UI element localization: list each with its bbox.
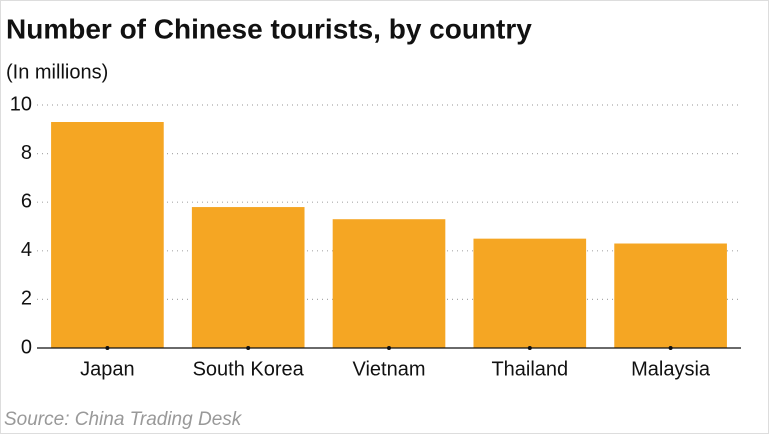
chart-subtitle: (In millions) xyxy=(6,61,108,83)
x-tick-label: Vietnam xyxy=(352,358,425,380)
bar xyxy=(614,243,727,348)
y-tick-label: 10 xyxy=(10,93,32,115)
y-tick-label: 8 xyxy=(21,142,32,164)
bar xyxy=(473,238,587,348)
bar xyxy=(51,122,164,348)
x-tick-label: South Korea xyxy=(193,358,305,380)
y-tick-label: 0 xyxy=(21,336,32,358)
chart-title: Number of Chinese tourists, by country xyxy=(6,13,532,44)
y-tick-label: 2 xyxy=(21,288,32,310)
source: Source: China Trading Desk xyxy=(4,409,243,430)
y-tick-label: 6 xyxy=(21,190,32,212)
bar xyxy=(191,207,305,348)
x-tick-label: Japan xyxy=(80,358,135,380)
y-tick-label: 4 xyxy=(21,239,32,261)
bar xyxy=(332,219,446,348)
x-tick-label: Thailand xyxy=(491,358,568,380)
x-tick-label: Malaysia xyxy=(631,358,711,380)
